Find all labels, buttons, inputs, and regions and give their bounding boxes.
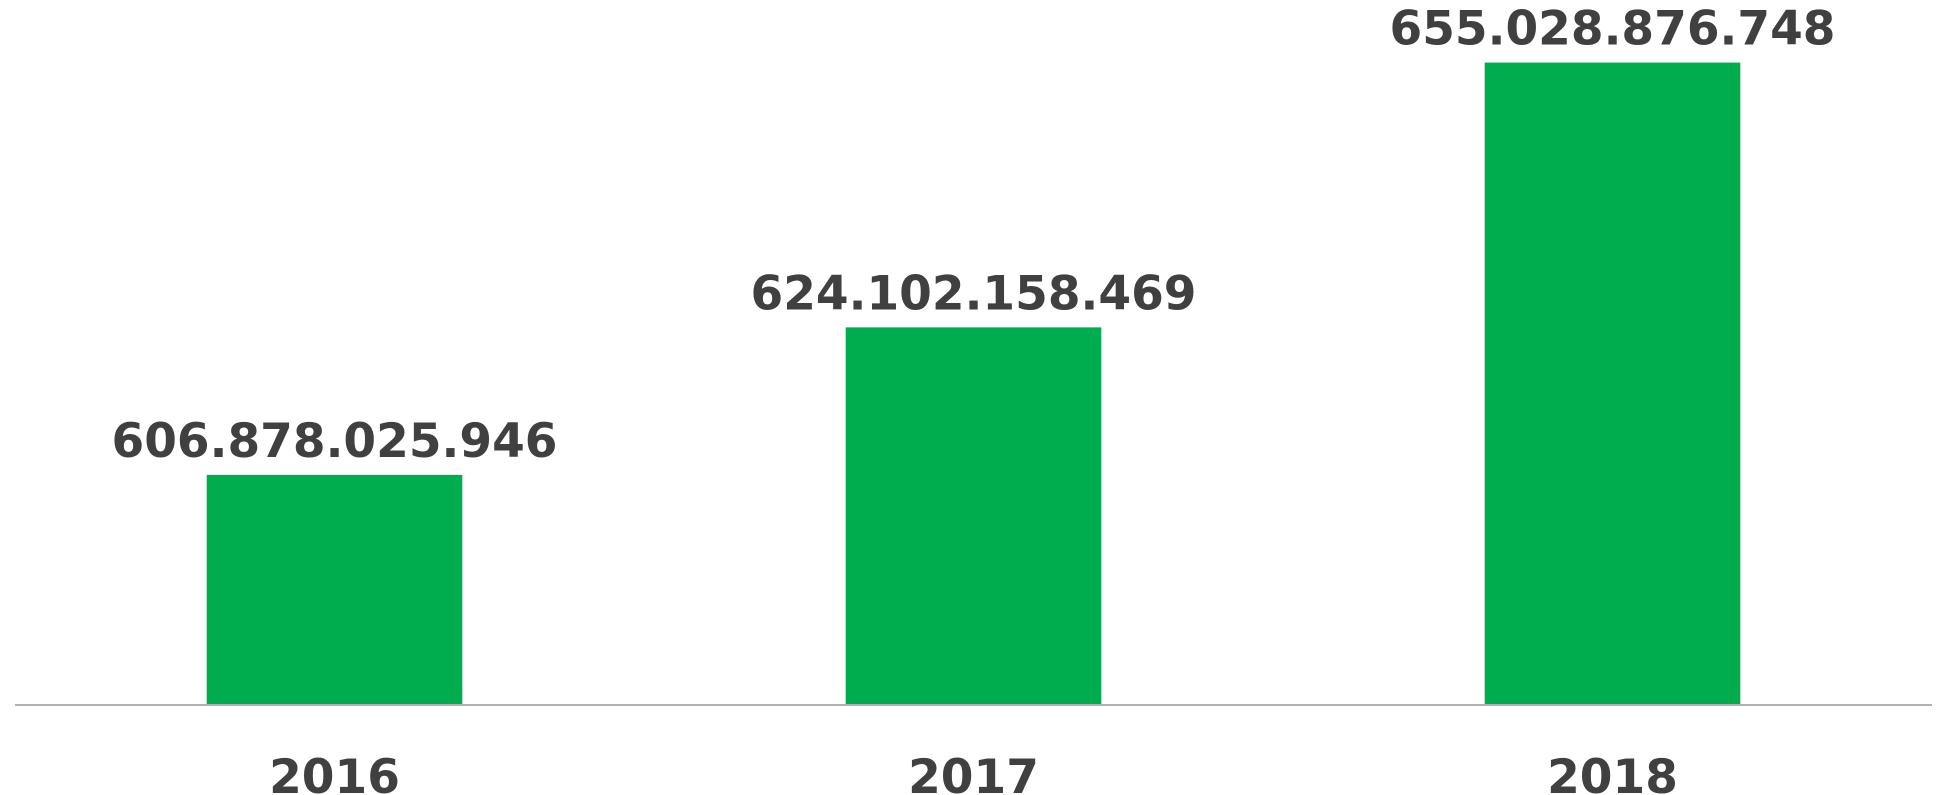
x-tick-label: 2017 bbox=[908, 750, 1039, 795]
value-label: 606.878.025.946 bbox=[112, 414, 558, 469]
bar bbox=[206, 474, 463, 705]
x-tick-label: 2016 bbox=[269, 750, 400, 795]
bar bbox=[1484, 62, 1741, 705]
bar bbox=[845, 327, 1102, 705]
value-label: 624.102.158.469 bbox=[751, 266, 1197, 321]
x-tick-label: 2018 bbox=[1547, 750, 1678, 795]
value-label: 655.028.876.748 bbox=[1390, 2, 1836, 57]
